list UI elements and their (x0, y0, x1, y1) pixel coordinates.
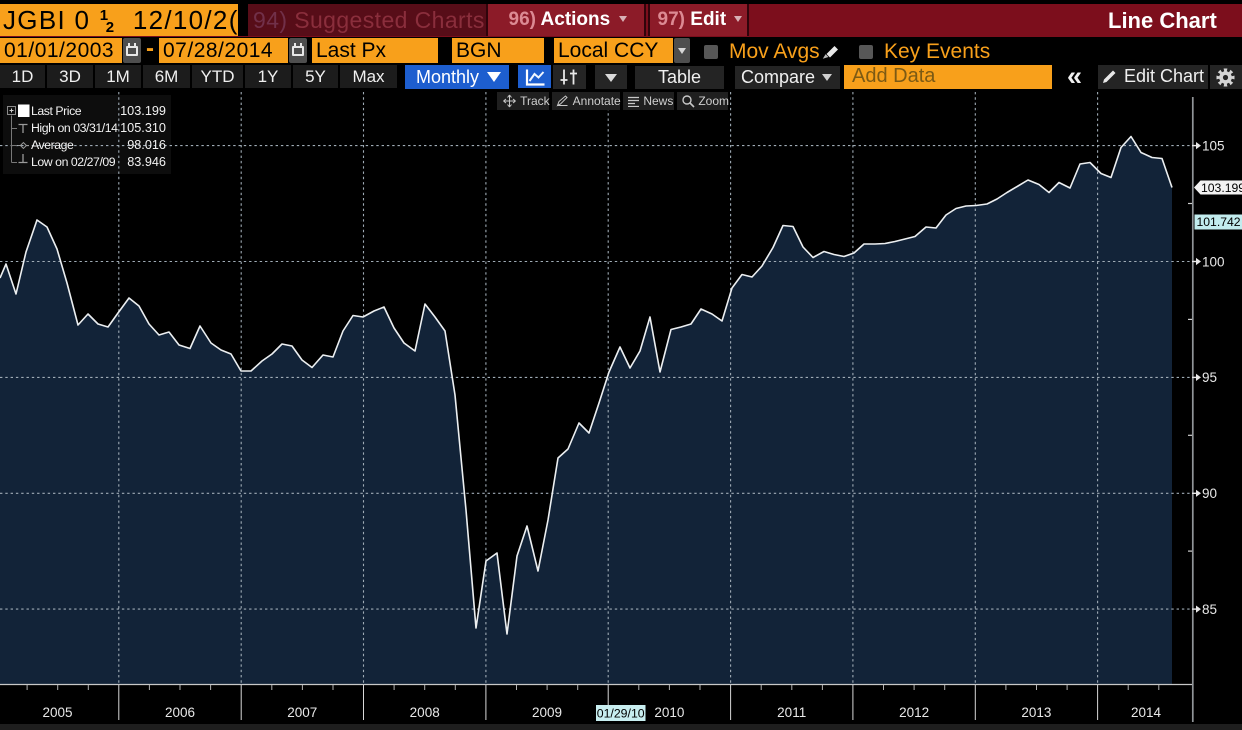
svg-text:2010: 2010 (654, 705, 684, 720)
svg-text:2009: 2009 (532, 705, 562, 720)
svg-text:2008: 2008 (410, 705, 440, 720)
svg-text:2014: 2014 (1131, 705, 1162, 720)
svg-text:01/29/10: 01/29/10 (597, 706, 645, 720)
svg-text:2011: 2011 (777, 705, 806, 720)
svg-text:2013: 2013 (1021, 705, 1051, 720)
svg-text:100: 100 (1202, 254, 1225, 269)
svg-text:85: 85 (1202, 602, 1217, 617)
svg-text:105: 105 (1202, 138, 1225, 153)
svg-text:95: 95 (1202, 370, 1217, 385)
svg-text:2012: 2012 (899, 705, 929, 720)
svg-text:2006: 2006 (165, 705, 195, 720)
svg-text:103.199: 103.199 (1201, 181, 1242, 195)
svg-text:2005: 2005 (42, 705, 72, 720)
svg-text:90: 90 (1202, 486, 1217, 501)
svg-text:2007: 2007 (287, 705, 317, 720)
svg-text:101.742: 101.742 (1197, 215, 1241, 229)
